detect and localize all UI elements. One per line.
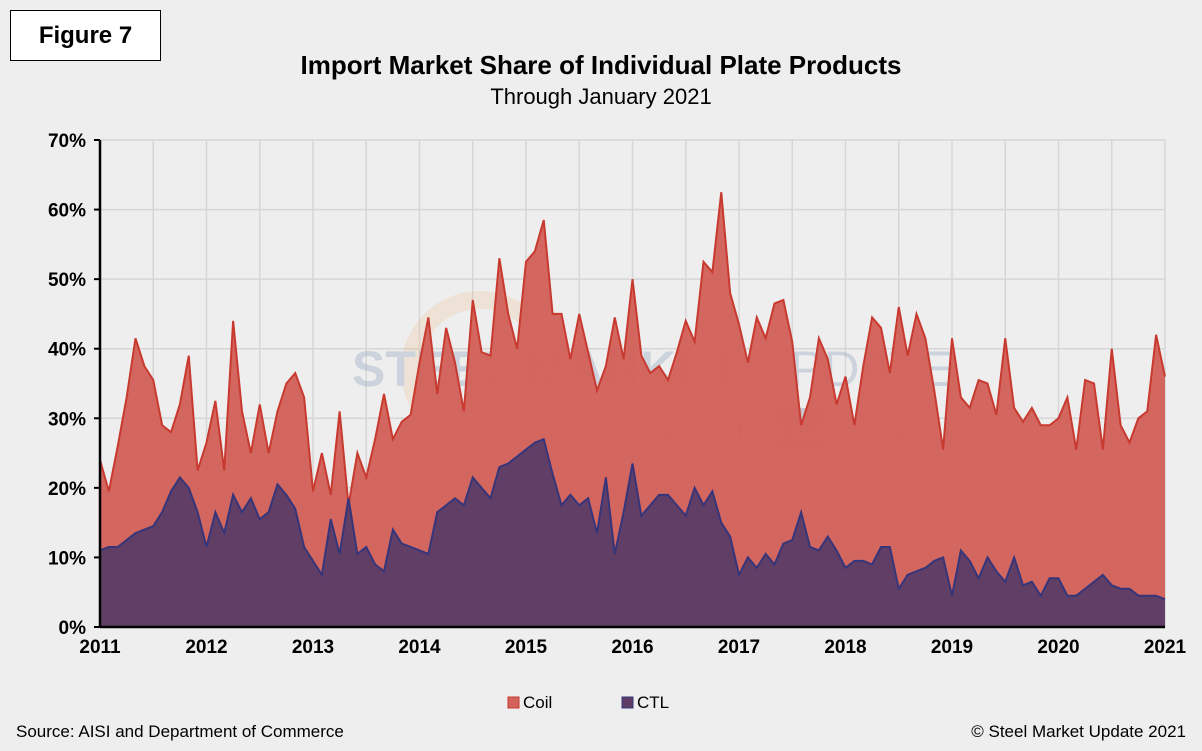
y-tick-label: 60% xyxy=(48,201,86,222)
legend: Coil CTL xyxy=(507,693,669,712)
chart-title: Import Market Share of Individual Plate … xyxy=(300,50,902,80)
y-tick-label: 40% xyxy=(48,340,86,361)
line-coil xyxy=(99,192,1166,506)
y-tick-label: 50% xyxy=(48,270,86,291)
x-tick-label: 2014 xyxy=(398,637,441,658)
x-tick-label: 2013 xyxy=(292,637,334,658)
y-tick-label: 0% xyxy=(59,618,87,639)
y-tick-label: 70% xyxy=(48,131,86,152)
x-tick-label: 2016 xyxy=(611,637,653,658)
x-tick-label: 2021 xyxy=(1144,637,1187,658)
chart-subtitle: Through January 2021 xyxy=(490,84,712,109)
x-tick-label: 2017 xyxy=(718,637,760,658)
x-tick-label: 2019 xyxy=(931,637,973,658)
x-tick-label: 2018 xyxy=(824,637,866,658)
legend-swatch xyxy=(621,696,634,709)
legend-label: Coil xyxy=(523,693,552,712)
x-tick-label: 2020 xyxy=(1037,637,1079,658)
line-ctl xyxy=(99,437,1166,601)
y-tick-label: 10% xyxy=(48,548,86,569)
figure-label: Figure 7 xyxy=(10,10,161,61)
legend-item-coil: Coil xyxy=(507,693,552,712)
area-ctl xyxy=(100,439,1165,627)
x-tick-label: 2011 xyxy=(79,637,121,658)
source-note: Source: AISI and Department of Commerce xyxy=(16,722,344,741)
legend-swatch xyxy=(507,696,520,709)
x-tick-label: 2012 xyxy=(185,637,227,658)
x-tick-label: 2015 xyxy=(505,637,548,658)
legend-item-ctl: CTL xyxy=(621,693,669,712)
y-tick-label: 30% xyxy=(48,409,86,430)
area-coil xyxy=(100,192,1165,627)
y-tick-label: 20% xyxy=(48,479,86,500)
copyright-note: © Steel Market Update 2021 xyxy=(971,722,1186,741)
legend-label: CTL xyxy=(637,693,669,712)
